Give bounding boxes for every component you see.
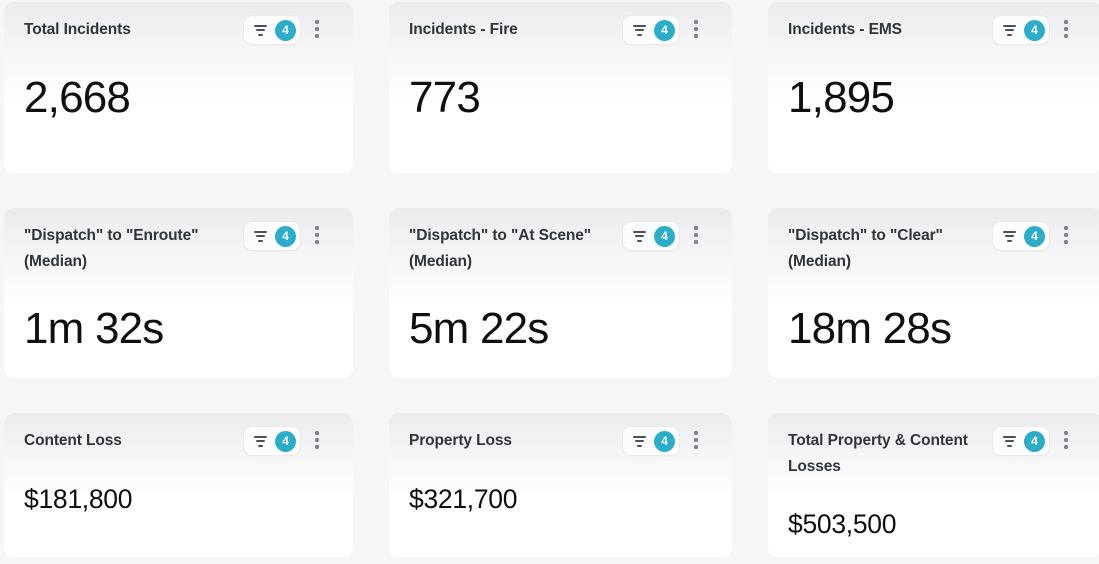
filter-count-badge: 4	[275, 225, 296, 247]
filter-lines-icon	[632, 24, 646, 36]
filter-lines-icon	[253, 435, 267, 447]
kebab-menu-icon[interactable]	[312, 427, 322, 453]
card-title: Incidents - Fire	[409, 21, 518, 38]
filter-lines-icon	[253, 230, 267, 242]
card-value: 2,668	[24, 73, 131, 122]
filter-count-badge: 4	[275, 19, 296, 41]
card-value: 1,895	[788, 73, 895, 122]
kebab-menu-icon[interactable]	[312, 16, 322, 42]
card-value: 5m 22s	[409, 304, 549, 353]
card-header: Incidents - EMS 4	[788, 16, 1082, 44]
kebab-menu-icon[interactable]	[312, 222, 322, 248]
card-header: Property Loss 4	[409, 427, 712, 455]
card-value: $503,500	[788, 509, 897, 539]
filter-count-badge: 4	[654, 430, 675, 452]
card-value: $321,700	[409, 484, 518, 514]
filter-count-badge: 4	[1024, 430, 1045, 452]
card-value: 18m 28s	[788, 304, 952, 353]
kpi-card: Total Incidents 4 2,668	[4, 2, 353, 173]
kebab-menu-icon[interactable]	[691, 16, 701, 42]
kpi-card: Incidents - EMS 4 1,895	[768, 2, 1099, 173]
filter-button[interactable]: 4	[244, 16, 300, 44]
filter-button[interactable]: 4	[244, 427, 300, 455]
filter-lines-icon	[632, 230, 646, 242]
filter-button[interactable]: 4	[993, 222, 1049, 250]
kebab-menu-icon[interactable]	[691, 222, 701, 248]
card-title: "Dispatch" to "Enroute" (Median)	[24, 227, 199, 270]
filter-lines-icon	[632, 435, 646, 447]
kpi-card: Total Property & Content Losses 4 $503,5…	[768, 413, 1099, 557]
filter-lines-icon	[1002, 230, 1016, 242]
card-title: "Dispatch" to "Clear" (Median)	[788, 227, 943, 270]
filter-button[interactable]: 4	[993, 16, 1049, 44]
filter-count-badge: 4	[654, 19, 675, 41]
card-value: 1m 32s	[24, 304, 164, 353]
kebab-menu-icon[interactable]	[1061, 222, 1071, 248]
kebab-menu-icon[interactable]	[1061, 16, 1071, 42]
kpi-card: Property Loss 4 $321,700	[389, 413, 732, 557]
card-header: "Dispatch" to "At Scene" (Median) 4	[409, 222, 712, 275]
kpi-card: "Dispatch" to "At Scene" (Median) 4 5m 2…	[389, 208, 732, 378]
kpi-card: Content Loss 4 $181,800	[4, 413, 353, 557]
filter-lines-icon	[1002, 24, 1016, 36]
card-header: "Dispatch" to "Enroute" (Median) 4	[24, 222, 333, 275]
kebab-menu-icon[interactable]	[1061, 427, 1071, 453]
card-title: Total Incidents	[24, 21, 131, 38]
kpi-card: Incidents - Fire 4 773	[389, 2, 732, 173]
card-header: Total Property & Content Losses 4	[788, 427, 1082, 480]
card-title: Content Loss	[24, 432, 122, 449]
filter-lines-icon	[253, 24, 267, 36]
filter-button[interactable]: 4	[993, 427, 1049, 455]
filter-count-badge: 4	[1024, 19, 1045, 41]
card-header: "Dispatch" to "Clear" (Median) 4	[788, 222, 1082, 275]
card-value: 773	[409, 73, 481, 122]
card-title: Property Loss	[409, 432, 512, 449]
card-header: Incidents - Fire 4	[409, 16, 712, 44]
filter-button[interactable]: 4	[244, 222, 300, 250]
filter-button[interactable]: 4	[623, 16, 679, 44]
filter-count-badge: 4	[654, 225, 675, 247]
kebab-menu-icon[interactable]	[691, 427, 701, 453]
card-header: Total Incidents 4	[24, 16, 333, 44]
card-title: Total Property & Content Losses	[788, 432, 968, 475]
card-title: "Dispatch" to "At Scene" (Median)	[409, 227, 592, 270]
kpi-card: "Dispatch" to "Enroute" (Median) 4 1m 32…	[4, 208, 353, 378]
card-value: $181,800	[24, 484, 133, 514]
kpi-card: "Dispatch" to "Clear" (Median) 4 18m 28s	[768, 208, 1099, 378]
filter-lines-icon	[1002, 435, 1016, 447]
filter-count-badge: 4	[1024, 225, 1045, 247]
filter-count-badge: 4	[275, 430, 296, 452]
card-title: Incidents - EMS	[788, 21, 902, 38]
card-header: Content Loss 4	[24, 427, 333, 455]
filter-button[interactable]: 4	[623, 427, 679, 455]
kpi-grid: Total Incidents 4 2,668 Incidents - Fire…	[4, 2, 1099, 557]
filter-button[interactable]: 4	[623, 222, 679, 250]
